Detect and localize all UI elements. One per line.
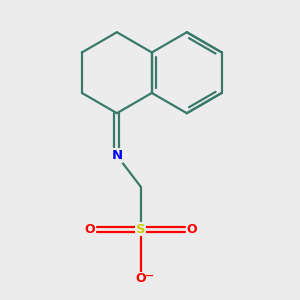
Text: −: − — [145, 271, 155, 281]
Text: S: S — [136, 223, 146, 236]
Text: O: O — [186, 223, 197, 236]
Text: N: N — [111, 149, 122, 162]
Text: O: O — [136, 272, 146, 285]
Text: O: O — [85, 223, 95, 236]
